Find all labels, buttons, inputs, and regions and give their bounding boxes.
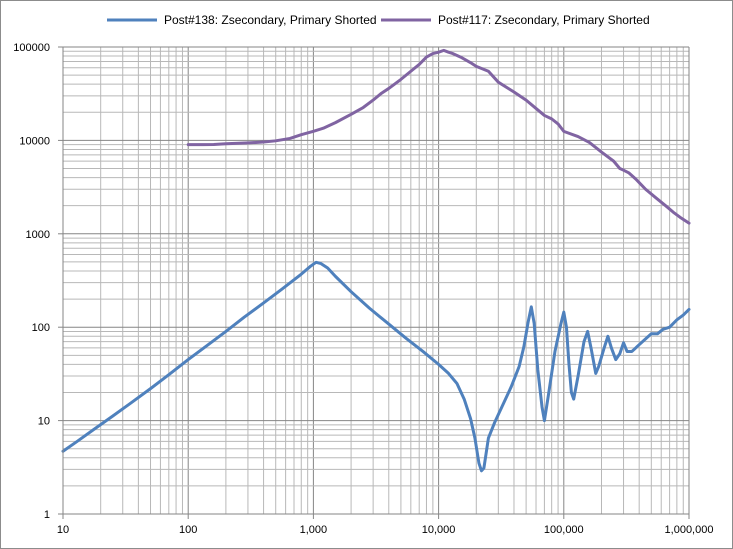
- y-tick-label: 1: [44, 509, 50, 521]
- y-tick-label: 1000: [26, 229, 50, 241]
- y-tick-label: 100000: [13, 42, 50, 54]
- legend-entry: Post#138: Zsecondary, Primary Shorted: [107, 13, 377, 27]
- x-tick-label: 100,000: [544, 524, 584, 536]
- y-tick-label: 10: [38, 416, 50, 428]
- legend-label: Post#138: Zsecondary, Primary Shorted: [164, 13, 377, 27]
- y-tick-label: 10000: [19, 135, 50, 147]
- x-tick-label: 10: [57, 524, 69, 536]
- y-tick-label: 100: [32, 322, 50, 334]
- grid: [62, 46, 690, 515]
- legend: Post#138: Zsecondary, Primary Shorted Pos…: [107, 13, 650, 27]
- legend-label: Post#117: Zsecondary, Primary Shorted: [438, 13, 650, 27]
- series-line-1: [61, 260, 691, 473]
- x-tick-label: 1,000: [300, 524, 328, 536]
- series-lines: [61, 48, 691, 473]
- series-line-2: [186, 48, 691, 225]
- x-tick-label: 10,000: [422, 524, 456, 536]
- x-tick-label: 100: [179, 524, 197, 536]
- axes: 10 100 1,000 10,000 100,000 1,000,000 1 10 100 10…: [13, 42, 713, 536]
- x-tick-label: 1,000,000: [665, 524, 714, 536]
- legend-entry: Post#117: Zsecondary, Primary Shorted: [381, 13, 650, 27]
